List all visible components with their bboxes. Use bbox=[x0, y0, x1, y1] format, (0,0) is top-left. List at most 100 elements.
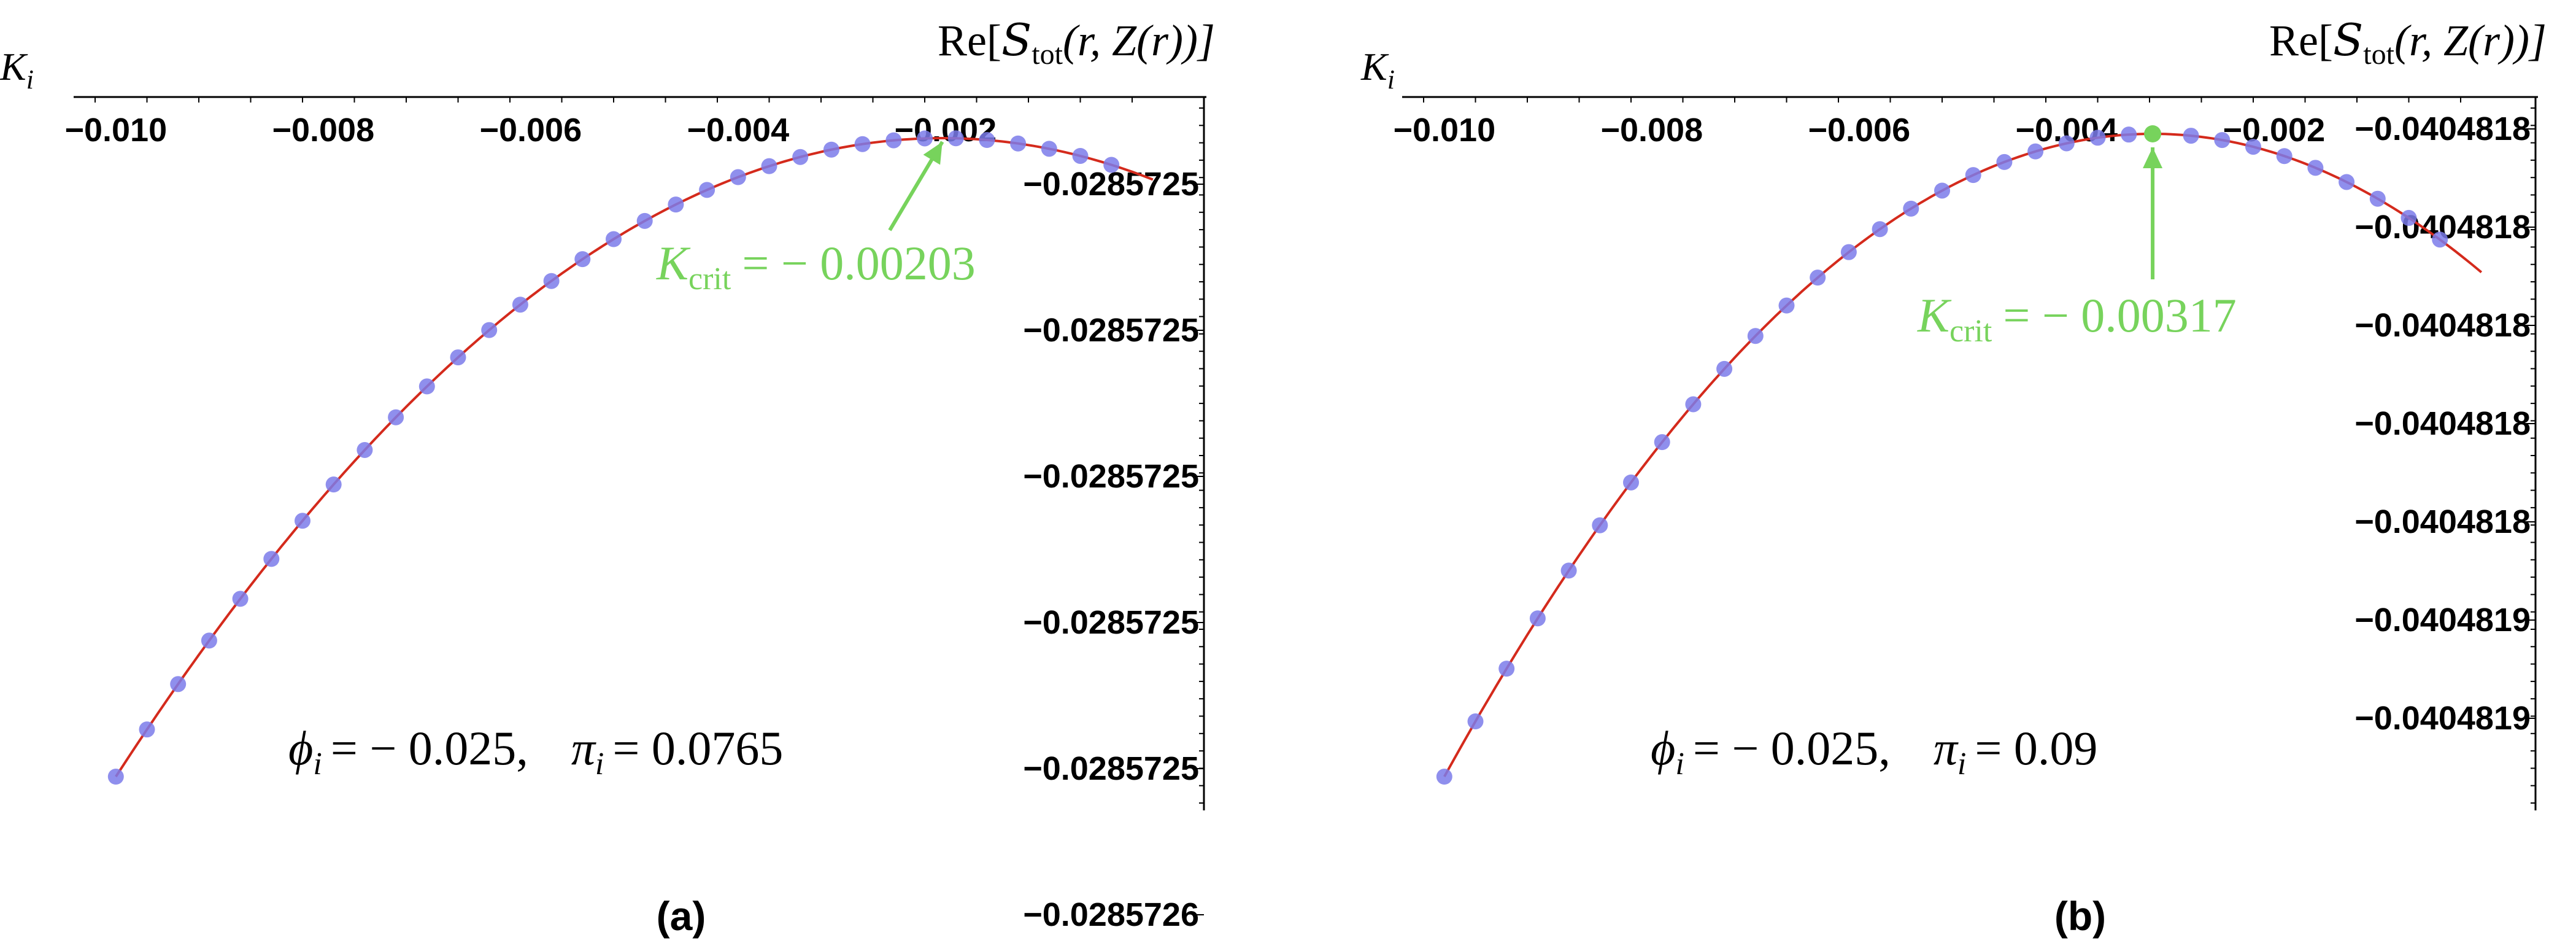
data-point bbox=[357, 441, 373, 458]
pi-value: = 0.09 bbox=[1975, 721, 2097, 775]
critical-label-sub: crit bbox=[1949, 314, 1992, 349]
critical-label-value: = − 0.00317 bbox=[2003, 289, 2236, 342]
data-point bbox=[1529, 610, 1546, 627]
critical-label-value: = − 0.00203 bbox=[742, 236, 975, 290]
data-point bbox=[107, 769, 124, 785]
data-point bbox=[1072, 147, 1089, 164]
data-point bbox=[823, 141, 839, 158]
y-tick-label: −0.0404819 bbox=[2354, 700, 2531, 737]
critical-label: Kcrit = − 0.00203 bbox=[656, 236, 976, 297]
data-point bbox=[2339, 174, 2355, 190]
y-axis-label-var: K bbox=[0, 45, 28, 88]
data-point bbox=[1592, 517, 1608, 534]
chart-panel-b: −0.010 −0.008 −0.006 −0.004 −0.002 −0.0404818… bbox=[1360, 14, 2547, 939]
data-point bbox=[1872, 221, 1888, 238]
data-point bbox=[1041, 141, 1057, 157]
data-point bbox=[2183, 128, 2199, 144]
data-point bbox=[2276, 148, 2293, 165]
data-point bbox=[636, 212, 653, 229]
data-point bbox=[450, 349, 466, 366]
phi-value: = − 0.025, bbox=[1693, 721, 1891, 775]
data-point bbox=[792, 149, 809, 165]
x-axis-label-sub: tot bbox=[2363, 38, 2394, 71]
data-point bbox=[1467, 713, 1484, 730]
chart-panel-a: −0.010 −0.008 −0.006 −0.004 −0.002−0.0285725… bbox=[0, 14, 1215, 939]
data-point bbox=[885, 132, 902, 149]
y-tick-label: −0.0285725 bbox=[1023, 750, 1199, 787]
data-point bbox=[263, 551, 280, 567]
data-point bbox=[232, 591, 249, 607]
parameter-annotation: ϕi = − 0.025, πi = 0.0765 bbox=[288, 721, 783, 782]
y-axis-label-sub: i bbox=[1387, 64, 1395, 95]
pi-symbol: π bbox=[571, 721, 596, 775]
data-point bbox=[325, 476, 342, 493]
y-axis-label-var: K bbox=[1360, 45, 1389, 88]
x-axis-label-suffix: (r, Z(r))] bbox=[1063, 16, 1215, 65]
y-tick-label: −0.0285725 bbox=[1023, 604, 1199, 641]
data-point bbox=[1436, 769, 1452, 785]
data-point bbox=[1747, 328, 1764, 344]
data-point bbox=[1623, 474, 1639, 491]
x-axis-label-symbol: S bbox=[1001, 14, 1032, 66]
data-point bbox=[917, 130, 933, 147]
x-axis-label-sub: tot bbox=[1032, 38, 1063, 71]
y-tick-label: −0.0404818 bbox=[2354, 503, 2531, 540]
data-point bbox=[2401, 209, 2417, 226]
data-point bbox=[295, 513, 310, 529]
data-point bbox=[2245, 139, 2261, 155]
data-point bbox=[1560, 562, 1577, 579]
data-point bbox=[668, 196, 684, 213]
pi-value: = 0.0765 bbox=[612, 721, 783, 775]
data-point bbox=[2089, 130, 2106, 146]
y-axis-label: Ki bbox=[1360, 45, 1395, 95]
pi-sub: i bbox=[1957, 747, 1966, 782]
critical-label-var: K bbox=[1917, 289, 1952, 342]
data-point bbox=[1840, 244, 1857, 260]
data-point bbox=[481, 322, 498, 338]
x-tick-label: −0.008 bbox=[1600, 112, 1703, 149]
data-point bbox=[543, 273, 560, 289]
data-point bbox=[1716, 360, 1733, 377]
y-axis-label-sub: i bbox=[26, 64, 34, 95]
data-point bbox=[1903, 200, 1919, 217]
data-point bbox=[2307, 160, 2324, 176]
panel-label: (b) bbox=[2054, 893, 2106, 939]
critical-arrow-head bbox=[923, 142, 943, 165]
data-point bbox=[606, 231, 622, 247]
pi-symbol: π bbox=[1934, 721, 1959, 775]
x-tick-label: −0.004 bbox=[687, 112, 789, 149]
data-point bbox=[418, 378, 435, 395]
phi-sub: i bbox=[1675, 747, 1684, 782]
y-tick-label: −0.0404818 bbox=[2354, 307, 2531, 344]
data-point bbox=[854, 136, 871, 152]
data-point bbox=[201, 632, 217, 649]
data-point bbox=[2214, 132, 2231, 149]
y-tick-label: −0.0285725 bbox=[1023, 312, 1199, 349]
data-point bbox=[730, 169, 746, 185]
phi-sub: i bbox=[313, 747, 322, 782]
data-point bbox=[1654, 434, 1670, 451]
x-axis-label-prefix: Re[ bbox=[938, 16, 1001, 65]
x-axis-label: Re[Stot(r, Z(r))] bbox=[938, 14, 1215, 71]
x-tick-label: −0.008 bbox=[272, 112, 374, 149]
data-point bbox=[170, 676, 187, 693]
data-point bbox=[1685, 396, 1702, 413]
y-tick-label: −0.0404818 bbox=[2354, 111, 2531, 147]
data-point bbox=[1996, 153, 2013, 170]
critical-point bbox=[2144, 125, 2162, 142]
data-point bbox=[574, 251, 591, 268]
y-tick-label: −0.0404818 bbox=[2354, 405, 2531, 442]
y-tick-label: −0.0404819 bbox=[2354, 602, 2531, 638]
data-point bbox=[2058, 135, 2075, 152]
data-point bbox=[388, 409, 404, 425]
fit-curve bbox=[1443, 133, 2483, 777]
data-point bbox=[979, 132, 995, 149]
y-tick-label: −0.0285726 bbox=[1023, 896, 1199, 933]
data-point bbox=[761, 158, 777, 174]
data-point bbox=[699, 182, 715, 198]
y-tick-label: −0.0285725 bbox=[1023, 458, 1199, 495]
data-point bbox=[1103, 157, 1120, 173]
data-point bbox=[1934, 182, 1950, 199]
x-tick-label: −0.006 bbox=[479, 112, 582, 149]
